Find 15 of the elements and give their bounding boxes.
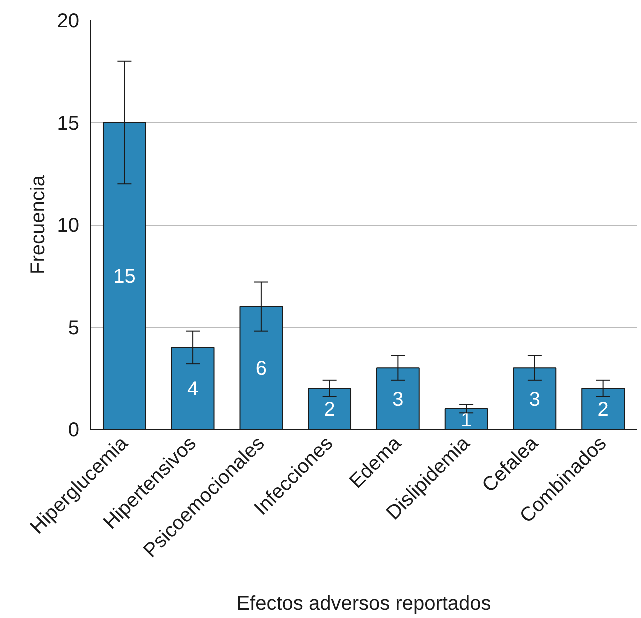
y-tick-label: 5 [68, 317, 80, 340]
y-tick-label: 15 [57, 112, 80, 135]
data-label: 1 [461, 409, 472, 432]
y-axis-title: Frecuencia [27, 174, 50, 274]
data-label: 6 [256, 358, 267, 380]
data-label: 3 [392, 388, 404, 411]
x-axis-title: Efectos adversos reportados [236, 593, 492, 616]
data-label: 15 [114, 266, 136, 288]
y-tick-label: 20 [57, 10, 80, 32]
data-label: 2 [598, 399, 609, 422]
y-tick-label: 0 [68, 420, 80, 442]
data-label: 3 [529, 388, 540, 411]
data-label: 4 [188, 378, 199, 401]
data-label: 2 [324, 399, 336, 422]
y-tick-label: 10 [57, 215, 80, 237]
